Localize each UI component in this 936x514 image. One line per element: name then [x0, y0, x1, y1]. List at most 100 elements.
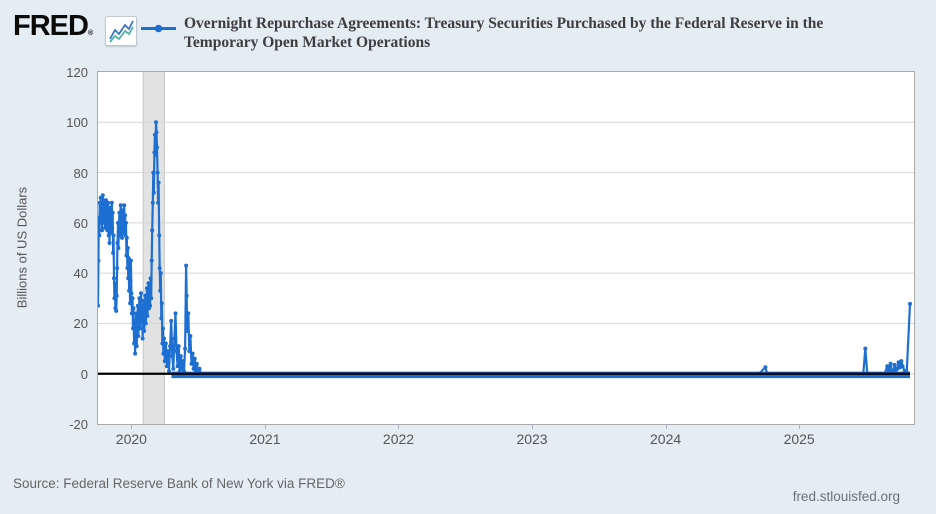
data-point-marker: [100, 193, 105, 198]
data-point-marker: [155, 170, 160, 175]
data-point-marker: [135, 323, 140, 328]
fred-watermark-link[interactable]: fred.stlouisfed.org: [792, 489, 900, 504]
fred-logo[interactable]: FRED®: [13, 10, 93, 43]
x-tick-mark-2023: [532, 424, 534, 429]
data-point-marker: [160, 326, 165, 331]
data-point-marker: [140, 336, 145, 341]
data-point-marker: [105, 228, 110, 233]
x-tick-label-2024: 2024: [650, 431, 682, 447]
data-point-marker: [132, 318, 137, 323]
data-point-marker: [157, 266, 162, 271]
data-point-marker: [129, 311, 134, 316]
series-plot-svg[interactable]: [98, 72, 914, 424]
x-tick-mark-2022: [398, 424, 400, 429]
data-point-marker: [148, 303, 153, 308]
data-point-marker: [144, 286, 149, 291]
data-point-marker: [125, 246, 130, 250]
series-line[interactable]: [98, 121, 912, 375]
data-point-marker: [123, 213, 128, 218]
data-point-marker: [116, 246, 121, 250]
data-point-marker: [146, 281, 151, 286]
data-point-marker: [162, 336, 166, 341]
data-point-marker: [131, 326, 135, 331]
data-point-marker: [171, 366, 176, 371]
data-point-marker: [144, 303, 149, 308]
x-tick-label-2025: 2025: [783, 431, 815, 447]
data-point-marker: [142, 311, 147, 316]
data-point-marker: [175, 364, 180, 369]
data-point-marker: [135, 303, 140, 308]
data-point-marker: [141, 316, 146, 321]
data-point-marker: [108, 205, 113, 210]
data-point-marker: [127, 266, 132, 271]
data-point-marker: [122, 203, 127, 208]
data-point-marker: [168, 344, 173, 349]
data-point-marker: [190, 351, 195, 356]
x-tick-mark-2024: [665, 424, 667, 429]
data-point-marker: [136, 313, 141, 318]
data-point-marker: [100, 228, 104, 233]
data-point-marker: [149, 258, 154, 263]
fred-sparkline-icon[interactable]: [105, 16, 137, 46]
data-point-marker: [158, 288, 163, 293]
data-point-marker: [162, 359, 167, 364]
data-point-marker: [908, 301, 912, 306]
data-point-marker: [114, 308, 119, 313]
data-point-marker: [178, 354, 183, 359]
data-point-marker: [124, 220, 128, 225]
data-point-marker: [145, 298, 150, 303]
chart-title: Overnight Repurchase Agreements: Treasur…: [184, 15, 824, 51]
data-point-marker: [140, 303, 145, 308]
data-point-marker: [139, 291, 143, 296]
y-tick-label-120: 120: [66, 65, 88, 80]
recession-band: [142, 72, 165, 424]
data-point-marker: [160, 341, 165, 346]
data-point-marker: [192, 356, 197, 361]
data-point-marker: [150, 200, 155, 205]
data-point-marker: [111, 251, 116, 255]
data-point-marker: [172, 336, 177, 341]
data-point-marker: [174, 349, 179, 354]
y-tick-label-80: 80: [73, 165, 88, 181]
data-point-marker: [113, 288, 118, 293]
data-point-marker: [194, 361, 199, 366]
data-point-marker: [145, 313, 150, 318]
data-point-marker: [164, 364, 169, 369]
x-tick-label-2022: 2022: [382, 431, 415, 447]
data-point-marker: [122, 225, 127, 230]
data-point-marker: [108, 220, 112, 225]
data-point-marker: [159, 301, 164, 306]
data-point-marker: [102, 220, 107, 225]
data-point-marker: [863, 346, 868, 351]
fred-logo-text: FRED: [13, 10, 89, 42]
data-point-marker: [189, 361, 194, 366]
data-point-marker: [197, 366, 202, 371]
data-point-marker: [115, 241, 120, 245]
x-tick-mark-2020: [131, 424, 133, 429]
data-point-marker: [112, 276, 116, 281]
data-point-marker: [142, 329, 147, 333]
data-point-marker: [98, 233, 102, 238]
data-point-marker: [134, 344, 139, 349]
data-point-marker: [128, 258, 133, 263]
data-point-marker: [104, 205, 109, 210]
data-point-marker: [170, 354, 175, 359]
data-point-marker: [153, 153, 158, 157]
data-point-marker: [111, 233, 116, 238]
data-point-marker: [129, 291, 134, 296]
data-point-marker: [130, 296, 135, 301]
data-point-marker: [105, 210, 110, 215]
data-point-marker: [167, 369, 171, 374]
data-point-marker: [98, 258, 101, 263]
data-point-marker: [110, 225, 115, 230]
data-point-marker: [104, 218, 109, 223]
data-point-marker: [133, 351, 138, 356]
data-point-marker: [98, 220, 103, 225]
x-tick-label-2020: 2020: [115, 431, 147, 447]
data-point-marker: [156, 200, 161, 205]
data-point-marker: [892, 362, 897, 367]
data-point-marker: [141, 298, 146, 303]
y-tick-label--20: -20: [69, 417, 88, 432]
plot-area[interactable]: [97, 71, 915, 425]
